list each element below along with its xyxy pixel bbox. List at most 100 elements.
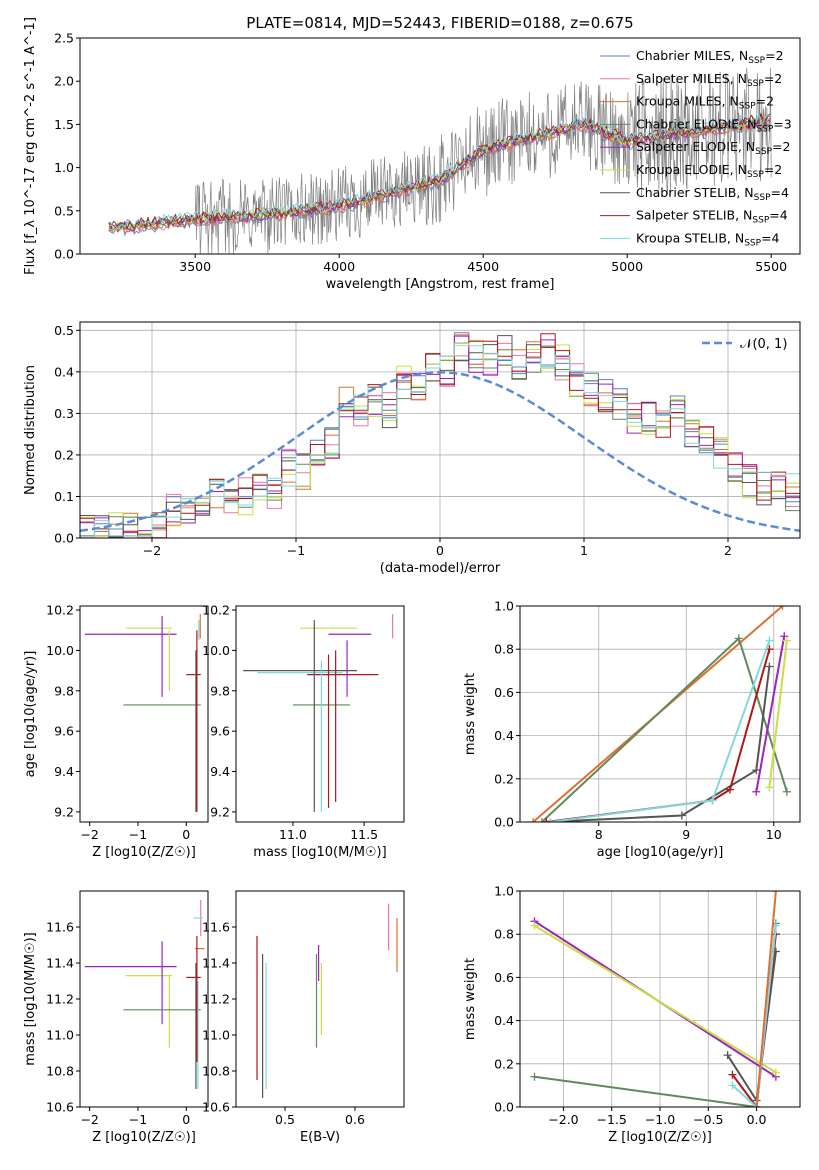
y-tick-label: 11.2: [46, 992, 74, 1007]
x-tick-label: 10: [766, 827, 782, 842]
axes-frame: [79, 890, 209, 1108]
mass-weight-marker: [529, 818, 538, 822]
mass-weight-line: [534, 923, 777, 1107]
mass-weight-line: [768, 640, 788, 788]
mass-weight-marker: [780, 632, 789, 641]
axes-frame: [519, 605, 801, 823]
mass-weight-marker: [765, 662, 774, 671]
mass-weight-line: [541, 636, 788, 822]
mass-weight-marker: [765, 636, 774, 645]
mass-weight-marker: [728, 1081, 737, 1090]
mass-weight-marker: [530, 1072, 539, 1081]
x-tick-label: −0.5: [693, 1112, 723, 1127]
y-tick-label: 11.6: [46, 920, 74, 935]
x-tick-label: −1: [129, 1112, 147, 1127]
legend-entry: Chabrier STELIB, NSSP=4: [636, 185, 789, 203]
y-tick-label: 0.6: [494, 685, 514, 700]
axes-frame: [79, 37, 801, 255]
y-tick-label: 1.0: [494, 599, 514, 614]
y-tick-label: 9.8: [210, 683, 230, 698]
age_vs_mass-panel: 11.0 11.5 9.2 9.4 9.6 9.8 10.0 10.2 mass [log10(…: [202, 603, 405, 860]
y-tick-label: 1.0: [54, 160, 74, 175]
y-tick-label: 11.6: [202, 920, 230, 935]
y-tick-label: 11.4: [46, 956, 74, 971]
mass-weight-marker: [537, 818, 546, 822]
y-tick-label: 9.6: [210, 724, 230, 739]
massweight_vs_age-panel: 8 9 10 0.0 0.2 0.4 0.6 0.8 1.0 age [log10(age/yr)…: [463, 599, 801, 860]
mass-weight-marker: [782, 636, 791, 645]
y-tick-label: 10.6: [202, 1100, 230, 1115]
y-tick-label: 10.0: [202, 643, 230, 658]
mass-weight-marker: [728, 1070, 737, 1079]
mass-weight-marker: [782, 787, 791, 796]
mass-weight-line: [755, 636, 786, 792]
figure-title: PLATE=0814, MJD=52443, FIBERID=0188, z=0…: [246, 14, 633, 32]
x-tick-label: 9: [682, 827, 690, 842]
spectrum-plot-area: [108, 67, 772, 254]
y-axis-label: age [log10(age/yr)]: [23, 651, 38, 778]
x-tick-label: 1: [580, 543, 588, 558]
mass_vs_Z-panel: −2 −1 0 10.6 10.8 11.0 11.2 11.4 11.6 Z [log10(Z/…: [23, 890, 209, 1145]
mass-weight-line: [550, 640, 771, 822]
observed-spectrum-line: [108, 67, 772, 254]
x-tick-label: −2: [143, 543, 161, 558]
model-spectrum-line: [108, 112, 771, 230]
legend-entry: 𝒩(0, 1): [740, 337, 787, 352]
mass-weight-marker: [542, 818, 551, 822]
x-tick-label: 0.6: [345, 1112, 365, 1127]
x-tick-label: 8: [595, 827, 603, 842]
mass-weight-line: [533, 924, 777, 1074]
x-tick-label: 2: [724, 543, 732, 558]
y-tick-label: 9.4: [54, 764, 74, 779]
y-tick-label: 10.0: [46, 643, 74, 658]
x-tick-label: 0: [182, 1112, 190, 1127]
residual-histogram-step: [80, 333, 800, 538]
mass-weight-line: [755, 891, 777, 1107]
x-tick-label: −1.0: [645, 1112, 675, 1127]
y-tick-label: 10.8: [202, 1064, 230, 1079]
massweight_vs_age-plot-area: [529, 606, 791, 822]
mass_vs_EBV-panel: 0.5 0.6 10.6 10.8 11.0 11.2 11.4 11.6 E(B-V): [202, 890, 405, 1145]
y-tick-label: 9.6: [54, 724, 74, 739]
x-axis-label: wavelength [Angstrom, rest frame]: [326, 277, 555, 292]
x-tick-label: 11.5: [350, 827, 378, 842]
y-tick-label: 10.2: [202, 603, 230, 618]
massweight_vs_Z-plot-area: [530, 891, 780, 1107]
mass-weight-marker: [765, 783, 774, 792]
residual-histogram-step: [80, 334, 800, 537]
x-tick-label: −1: [287, 543, 305, 558]
age_vs_Z-panel: −2 −1 0 9.2 9.4 9.6 9.8 10.0 10.2 Z [log10(Z/Z☉)]…: [23, 603, 209, 860]
x-tick-label: 4500: [467, 259, 499, 274]
model-spectrum-line: [108, 113, 771, 230]
x-tick-label: 3500: [179, 259, 211, 274]
y-tick-label: 0.5: [54, 323, 74, 338]
mass-weight-marker: [723, 1051, 732, 1060]
y-tick-label: 11.2: [202, 992, 230, 1007]
y-tick-label: 0.4: [494, 728, 514, 743]
y-tick-label: 11.0: [46, 1028, 74, 1043]
mass-weight-marker: [752, 1103, 761, 1107]
mass-weight-marker: [677, 811, 686, 820]
y-axis-label: mass [log10(M/M☉)]: [23, 932, 38, 1065]
y-tick-label: 0.0: [54, 247, 74, 262]
legend-entry: Kroupa STELIB, NSSP=4: [636, 230, 780, 248]
mass-weight-marker: [778, 606, 787, 610]
y-tick-label: 0.4: [54, 364, 74, 379]
y-tick-label: 0.2: [494, 1056, 514, 1071]
legend-entry: Salpeter ELODIE, NSSP=2: [636, 139, 790, 157]
y-tick-label: 0.5: [54, 203, 74, 218]
legend-entry: Kroupa ELODIE, NSSP=2: [636, 162, 782, 180]
age_vs_mass-plot-area: [243, 614, 394, 812]
legend-entry: Chabrier ELODIE, NSSP=3: [636, 116, 792, 134]
mass-weight-line: [731, 925, 777, 1107]
y-tick-label: 1.0: [494, 884, 514, 899]
y-tick-label: 9.4: [210, 764, 230, 779]
y-tick-label: 0.2: [494, 771, 514, 786]
y-tick-label: 0.0: [494, 1100, 514, 1115]
y-axis-label: Normed distribution: [23, 365, 38, 495]
y-tick-label: 9.8: [54, 683, 74, 698]
x-axis-label: mass [log10(M/M☉)]: [253, 845, 386, 860]
mass-weight-marker: [726, 785, 734, 794]
x-tick-label: −2: [80, 827, 98, 842]
y-tick-label: 2.5: [54, 31, 74, 46]
